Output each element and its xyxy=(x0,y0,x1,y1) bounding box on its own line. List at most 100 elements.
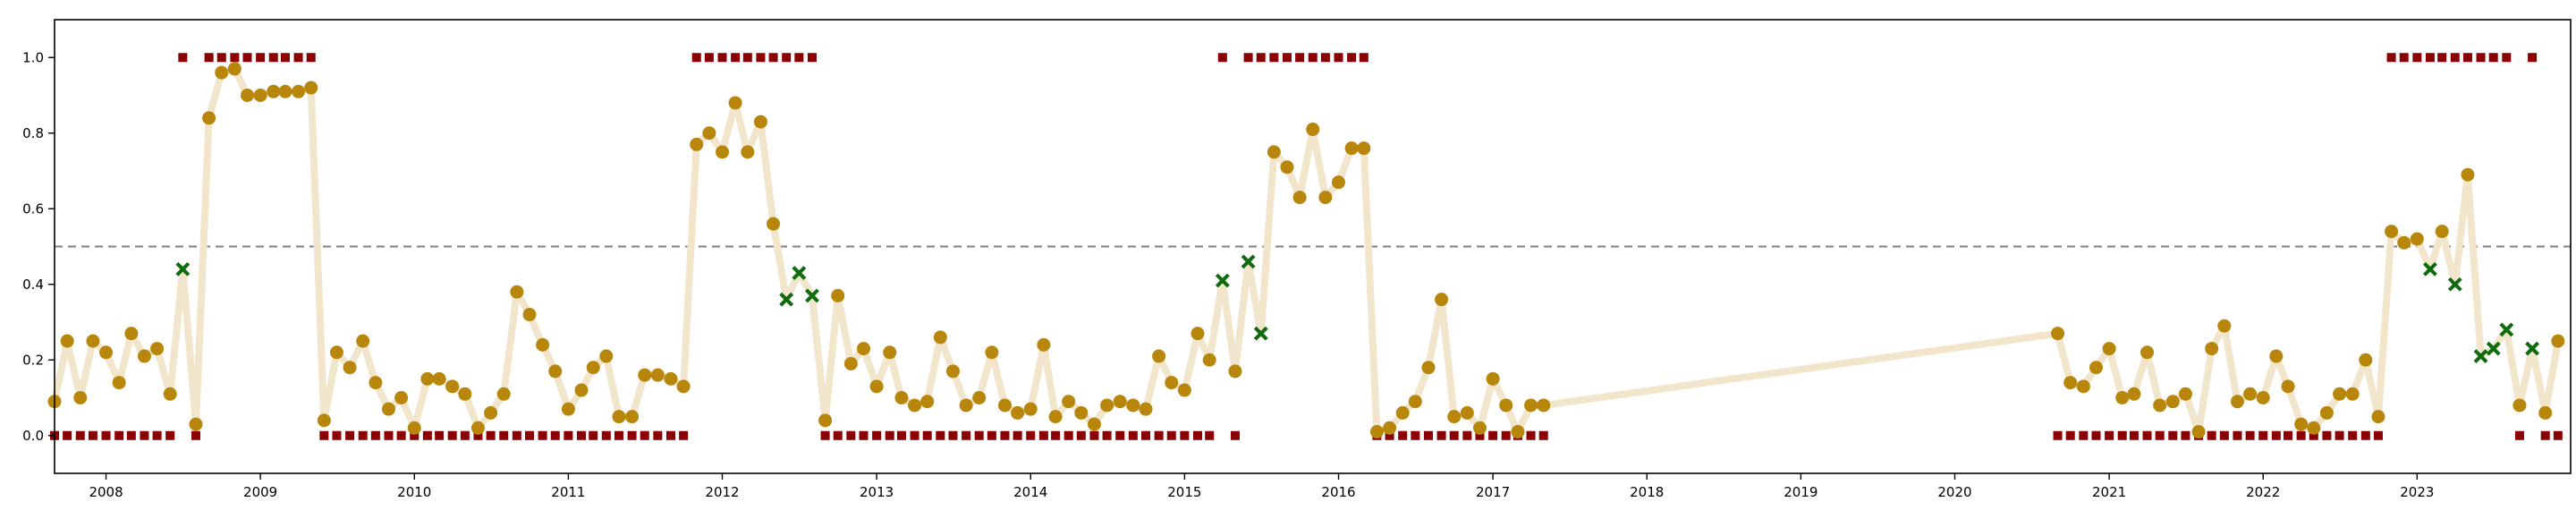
x-tick-label: 2017 xyxy=(1476,484,1510,500)
label-marker-positive xyxy=(268,53,278,63)
data-point xyxy=(1177,383,1191,397)
label-marker-negative xyxy=(910,430,919,440)
label-marker-positive xyxy=(691,53,701,63)
data-point xyxy=(2512,398,2527,413)
data-point xyxy=(253,89,267,102)
data-point xyxy=(690,137,704,151)
data-point xyxy=(638,368,652,382)
label-marker-negative xyxy=(1488,430,1498,440)
misclassified-marker xyxy=(2473,349,2488,363)
data-point xyxy=(1048,410,1063,424)
label-marker-positive xyxy=(742,53,752,63)
label-marker-positive xyxy=(731,53,741,63)
label-marker-negative xyxy=(614,430,623,440)
label-marker-negative xyxy=(75,430,85,440)
label-marker-negative xyxy=(358,430,368,440)
misclassified-stroke xyxy=(2486,341,2501,356)
label-marker-negative xyxy=(922,430,932,440)
label-marker-negative xyxy=(1230,430,1240,440)
data-point xyxy=(933,330,947,345)
x-tick-label: 2016 xyxy=(1321,484,1355,500)
data-point xyxy=(741,145,755,159)
data-point xyxy=(2345,387,2360,401)
label-marker-negative xyxy=(2129,430,2139,440)
label-marker-positive xyxy=(1217,53,1227,63)
data-point xyxy=(2397,235,2411,250)
label-marker-positive xyxy=(1282,53,1292,63)
misclassified-stroke xyxy=(2473,349,2488,363)
data-point xyxy=(1100,398,1114,413)
label-marker-negative xyxy=(1501,430,1511,440)
data-point xyxy=(1023,402,1038,416)
misclassified-stroke xyxy=(2525,341,2540,356)
data-point xyxy=(1152,349,1166,363)
label-marker-negative xyxy=(896,430,906,440)
data-point xyxy=(292,84,306,98)
data-point xyxy=(470,421,485,435)
data-point xyxy=(329,345,343,360)
data-point xyxy=(112,376,126,390)
label-marker-negative xyxy=(499,430,509,440)
data-point xyxy=(1472,421,1487,435)
data-point xyxy=(137,349,151,363)
data-point xyxy=(1011,405,1025,420)
data-point xyxy=(2294,417,2309,431)
data-point xyxy=(2127,387,2141,401)
label-marker-positive xyxy=(1295,53,1305,63)
label-marker-negative xyxy=(447,430,457,440)
label-marker-negative xyxy=(1038,430,1048,440)
data-point xyxy=(716,145,730,159)
label-marker-negative xyxy=(679,430,689,440)
data-point xyxy=(2243,387,2258,401)
data-point xyxy=(2307,421,2321,435)
label-marker-negative xyxy=(2360,430,2370,440)
label-marker-negative xyxy=(191,430,200,440)
data-point xyxy=(1357,141,1371,156)
label-marker-negative xyxy=(2142,430,2152,440)
data-point xyxy=(612,410,626,424)
data-point xyxy=(959,398,973,413)
label-marker-negative xyxy=(332,430,342,440)
data-point xyxy=(381,402,395,416)
data-point xyxy=(1408,395,1422,409)
label-marker-negative xyxy=(165,430,175,440)
data-point xyxy=(2461,167,2475,182)
data-point xyxy=(1537,398,1551,413)
x-tick-label: 2023 xyxy=(2400,484,2434,500)
label-marker-negative xyxy=(2373,430,2383,440)
data-point xyxy=(356,334,370,348)
data-point xyxy=(2281,379,2295,394)
data-point xyxy=(908,398,922,413)
label-marker-positive xyxy=(293,53,303,63)
label-marker-negative xyxy=(460,430,470,440)
data-point xyxy=(2102,342,2116,356)
data-point xyxy=(2089,361,2103,375)
data-point xyxy=(304,81,318,95)
x-tick-label: 2022 xyxy=(2246,484,2280,500)
data-point xyxy=(574,383,589,397)
label-marker-negative xyxy=(1526,430,1536,440)
label-marker-negative xyxy=(1411,430,1420,440)
data-point xyxy=(2385,225,2399,239)
data-point xyxy=(1435,293,1449,307)
data-point xyxy=(1395,405,1410,420)
data-point xyxy=(1139,402,1153,416)
label-marker-positive xyxy=(2412,53,2422,63)
data-point xyxy=(831,288,845,302)
label-marker-negative xyxy=(63,430,72,440)
label-marker-negative xyxy=(319,430,329,440)
label-marker-negative xyxy=(2219,430,2229,440)
label-marker-negative xyxy=(2233,430,2242,440)
data-point xyxy=(1486,371,1500,386)
data-point xyxy=(2051,327,2065,341)
label-marker-negative xyxy=(2105,430,2114,440)
label-marker-negative xyxy=(2514,430,2524,440)
data-point xyxy=(2333,387,2347,401)
misclassified-marker xyxy=(792,266,807,280)
label-marker-negative xyxy=(2284,430,2293,440)
data-point xyxy=(586,361,600,375)
label-marker-positive xyxy=(2386,53,2396,63)
data-point xyxy=(445,379,460,394)
data-point xyxy=(2165,395,2180,409)
